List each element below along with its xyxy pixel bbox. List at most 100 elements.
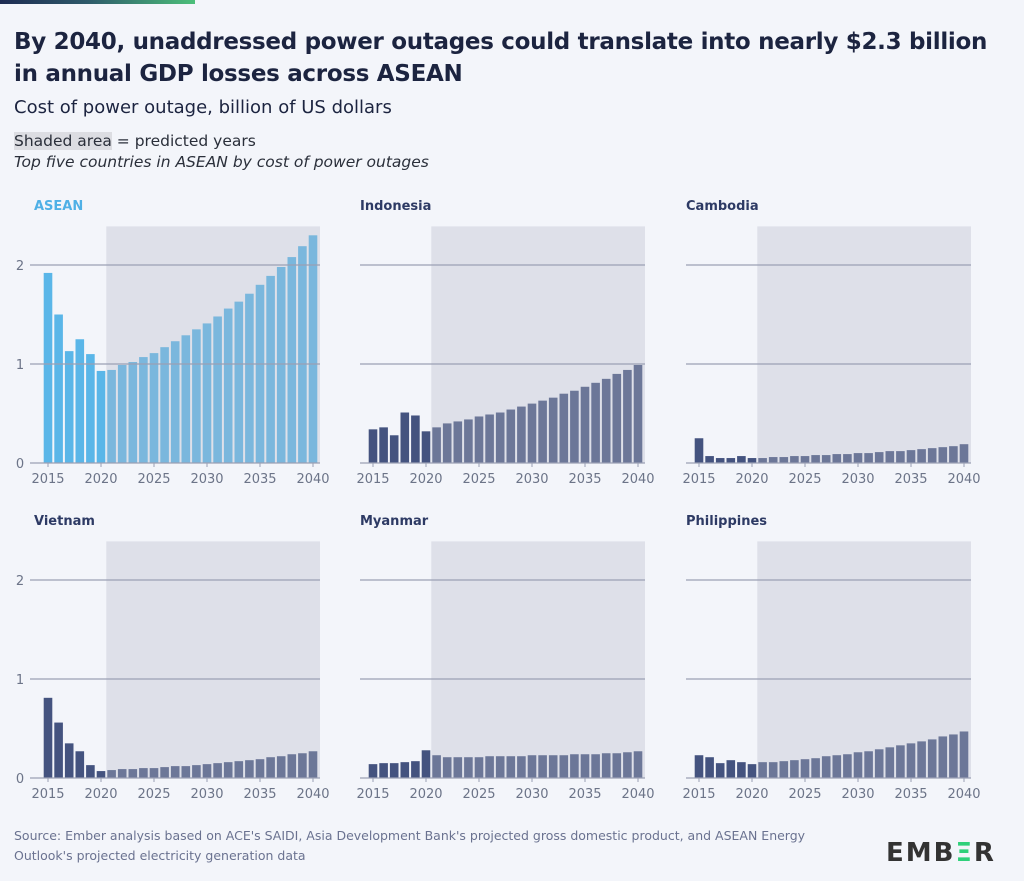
bar-2020 (96, 771, 106, 778)
bar-2025 (149, 768, 159, 778)
bar-2019 (86, 354, 95, 463)
bar-2022 (768, 762, 778, 778)
bar-2023 (128, 362, 138, 463)
x-tick-label: 2015 (31, 472, 64, 487)
bar-2029 (192, 329, 201, 463)
bar-2037 (601, 378, 611, 463)
x-tick-label: 2035 (568, 472, 601, 487)
chart-subtitle: Cost of power outage, billion of US doll… (14, 97, 392, 118)
x-tick-label: 2020 (735, 787, 768, 802)
bar-2038 (287, 257, 297, 463)
bar-2034 (570, 754, 579, 778)
x-tick-label: 2035 (894, 787, 927, 802)
bar-2027 (170, 341, 180, 463)
bar-2015 (43, 272, 53, 463)
bar-2040 (959, 444, 969, 463)
bar-2023 (453, 421, 463, 463)
bar-2040 (633, 751, 643, 778)
bar-2032 (548, 755, 558, 778)
bar-2015 (694, 755, 704, 778)
y-tick-label: 2 (16, 259, 24, 274)
bar-2020 (421, 750, 431, 778)
x-tick-label: 2035 (568, 787, 601, 802)
x-tick-label: 2035 (243, 787, 276, 802)
bar-2032 (874, 452, 884, 463)
panel-myanmar: Myanmar 2015 2020 2025 2030 2035 2040 (356, 514, 654, 802)
bar-2038 (612, 753, 622, 778)
bar-2020 (747, 764, 757, 778)
bar-2035 (255, 284, 265, 463)
bar-2017 (64, 743, 74, 778)
predicted-shade (757, 541, 971, 778)
bar-2016 (705, 757, 714, 778)
x-tick-label: 2020 (84, 472, 117, 487)
bar-2024 (790, 760, 799, 778)
bar-2023 (779, 761, 789, 778)
bar-2029 (843, 454, 852, 463)
predicted-shade (431, 541, 645, 778)
bar-2040 (308, 751, 318, 778)
x-tick-label: 2030 (515, 787, 548, 802)
bar-2017 (715, 458, 725, 463)
bar-2033 (885, 747, 895, 778)
x-tick-label: 2025 (137, 472, 170, 487)
x-tick-label: 2025 (137, 787, 170, 802)
bar-2018 (400, 762, 410, 778)
bar-2027 (170, 766, 180, 778)
bar-2026 (811, 758, 820, 778)
panel-indonesia: Indonesia 2015 2020 2025 2030 2035 2040 (356, 199, 654, 487)
x-tick-label: 2020 (409, 472, 442, 487)
bar-2015 (43, 697, 53, 778)
bar-2036 (591, 754, 600, 778)
bar-2024 (139, 357, 148, 463)
bar-2032 (874, 749, 884, 778)
bar-2036 (591, 382, 600, 463)
x-tick-label: 2030 (841, 787, 874, 802)
ember-logo: EMBΞR (886, 838, 996, 868)
x-tick-label: 2030 (190, 472, 223, 487)
x-tick-label: 2030 (190, 787, 223, 802)
source-note: Source: Ember analysis based on ACE's SA… (14, 828, 806, 863)
bar-2037 (601, 753, 611, 778)
bar-2022 (442, 423, 452, 463)
bar-2017 (389, 763, 399, 778)
bar-2023 (779, 457, 789, 463)
shaded-area-note-text: = predicted years (111, 132, 256, 150)
bar-2023 (453, 757, 463, 778)
bar-2039 (949, 446, 958, 463)
bar-2019 (411, 761, 420, 778)
bar-2018 (75, 751, 85, 778)
bar-2033 (234, 301, 244, 463)
predicted-shade (106, 541, 320, 778)
bar-2036 (917, 741, 926, 778)
panel-title: Philippines (686, 514, 767, 529)
bar-2025 (800, 759, 810, 778)
x-tick-label: 2040 (296, 787, 329, 802)
bar-2029 (192, 765, 201, 778)
bar-2021 (107, 770, 116, 778)
bar-2018 (726, 458, 736, 463)
bar-2016 (54, 722, 63, 778)
bar-2024 (790, 456, 799, 463)
bar-2037 (276, 756, 286, 778)
x-tick-label: 2040 (947, 472, 980, 487)
bar-2032 (548, 397, 558, 463)
bar-2039 (623, 752, 632, 778)
panel-cambodia: Cambodia 2015 2020 2025 2030 2035 2040 (682, 199, 980, 487)
bar-2027 (495, 756, 505, 778)
bar-2035 (906, 450, 916, 463)
bar-2026 (160, 767, 169, 778)
x-tick-label: 2015 (682, 787, 715, 802)
panel-vietnam: Vietnam 0 1 2 2015 2020 2025 2030 2035 2040 (16, 514, 330, 802)
bar-2028 (506, 756, 516, 778)
x-tick-label: 2020 (735, 472, 768, 487)
bar-2040 (959, 731, 969, 778)
bar-2036 (266, 275, 275, 463)
panel-title: Vietnam (34, 514, 95, 529)
x-tick-label: 2020 (409, 787, 442, 802)
bar-2034 (896, 745, 905, 778)
bar-2026 (160, 347, 169, 463)
bar-2026 (485, 756, 494, 778)
bar-2031 (864, 751, 873, 778)
bar-2022 (768, 457, 778, 463)
